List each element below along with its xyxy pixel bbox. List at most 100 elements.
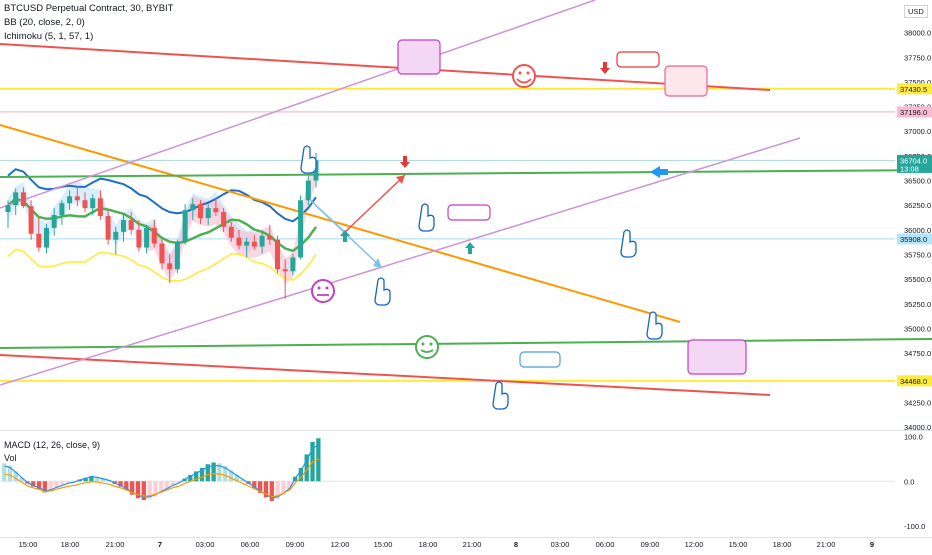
price-axis-label: 37430.5 [900, 85, 927, 94]
macd-histogram-bar [147, 481, 152, 500]
candle-body [128, 219, 134, 230]
macd-histogram-bar [153, 481, 158, 497]
candle-body [28, 206, 34, 234]
callout-top-bubble [397, 39, 441, 75]
mid-line [0, 169, 932, 178]
candle-body [290, 257, 296, 272]
macd-histogram-bar [159, 481, 164, 493]
macd-histogram-bar [31, 481, 36, 487]
candle-body [221, 212, 227, 227]
macd-pane: 100.0 0.0 -100.0 [0, 432, 925, 531]
macd-histogram-bar [135, 481, 141, 499]
candle-body [259, 235, 265, 247]
candle-body [190, 204, 196, 211]
price-tick-label: 34000.0 [904, 423, 931, 432]
ichimoku-indicator-label[interactable]: Ichimoku (5, 1, 57, 1) [4, 31, 94, 42]
time-tick-label: 18:00 [773, 540, 792, 549]
candle-body [305, 180, 311, 201]
candle-body [5, 205, 11, 213]
macd-histogram-bar [42, 481, 48, 493]
smile-emoji-icon [512, 64, 536, 88]
volume-indicator-label[interactable]: Vol [4, 453, 17, 463]
macd-tick-label: 0.0 [904, 477, 914, 486]
price-tick-label: 38000.0 [904, 29, 931, 38]
projection-arrow-link [309, 199, 346, 233]
pointer-hand-icon [300, 145, 317, 174]
face-eye [518, 71, 522, 75]
macd-histogram-bar [100, 478, 106, 482]
candle-body [213, 208, 219, 213]
macd-histogram-bar [13, 471, 18, 482]
arrow-head [373, 258, 382, 268]
price-callout-box [519, 351, 561, 368]
price-axis-label: 36704.0 [900, 156, 927, 165]
price-callout-box [447, 204, 491, 221]
candle-body [121, 219, 126, 232]
macd-histogram-bar [194, 471, 199, 482]
candle-body [144, 227, 150, 248]
candle-body [67, 196, 73, 204]
face-mouth [516, 78, 532, 84]
face-eye [526, 71, 530, 75]
macd-histogram-bar [188, 474, 193, 482]
price-axis-label-bg [897, 233, 932, 245]
price-tick-label: 34750.0 [904, 349, 931, 358]
trend-lines [0, 0, 932, 396]
grid [0, 430, 932, 538]
macd-histogram-bar [275, 481, 280, 500]
candle-body [267, 235, 273, 240]
candle-body [198, 204, 203, 218]
channel-upper-line [0, 0, 596, 209]
candle-body [44, 227, 49, 248]
pointer-hand-icon [374, 277, 391, 306]
macd-histogram-bar [66, 481, 71, 484]
down-arrow-icon [600, 62, 610, 74]
candle-body [236, 237, 242, 246]
macd-indicator-label[interactable]: MACD (12, 26, close, 9) [4, 440, 101, 450]
time-tick-label: 21:00 [106, 540, 125, 549]
price-tick-label: 36000.0 [904, 226, 931, 235]
falling-trend-line [0, 124, 681, 323]
macd-histogram-bar [130, 481, 135, 495]
time-tick-label: 15:00 [19, 540, 38, 549]
candle-body [59, 203, 65, 216]
macd-histogram-bar [95, 476, 100, 482]
macd-histogram-bar [54, 481, 59, 488]
candle-body [167, 263, 173, 270]
time-tick-label: 12:00 [685, 540, 704, 549]
macd-histogram-bar [60, 481, 65, 486]
time-tick-label: 9 [870, 540, 874, 549]
candle-body [298, 200, 304, 258]
support-line [0, 338, 932, 349]
macd-histogram-bar [48, 481, 53, 492]
bb-indicator-label[interactable]: BB (20, close, 2, 0) [4, 17, 85, 28]
price-axis-label-bg [897, 375, 932, 387]
macd-tick-label: 100.0 [904, 432, 923, 441]
price-axis-label: 37196.0 [900, 108, 927, 117]
candle-body [74, 196, 80, 201]
candle-body [244, 241, 250, 246]
candle-body [182, 210, 188, 242]
macd-histogram-bar [89, 475, 94, 482]
symbol-title[interactable]: BTCUSD Perpetual Contract, 30, BYBIT [4, 3, 174, 14]
time-tick-label: 09:00 [641, 540, 660, 549]
candle-body [159, 243, 165, 264]
ichimoku-lead-line [7, 248, 317, 282]
price-axis-label: 35908.0 [900, 235, 927, 244]
candle-body [136, 229, 142, 248]
candle-body [151, 227, 157, 244]
macd-histogram-bar [176, 481, 181, 484]
macd-histogram-bar [217, 463, 222, 482]
price-tick-label: 37750.0 [904, 53, 931, 62]
macd-histogram-bar [234, 474, 240, 482]
pointer-hand-icon [418, 203, 435, 232]
face-eye [421, 342, 425, 346]
macd-histogram-bar [263, 481, 269, 498]
candle-body [97, 198, 103, 217]
time-tick-label: 21:00 [463, 540, 482, 549]
macd-histogram-bar [170, 481, 176, 486]
time-tick-label: 18:00 [61, 540, 80, 549]
macd-histogram-bar [223, 466, 228, 482]
